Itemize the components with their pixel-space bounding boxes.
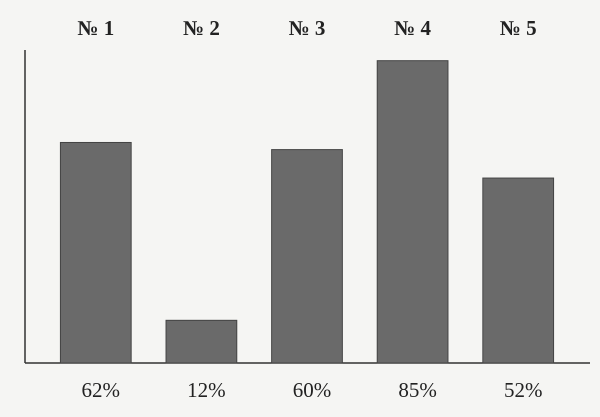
category-label: № 2: [183, 16, 220, 40]
bar: [271, 149, 343, 364]
value-label: 12%: [187, 378, 226, 402]
value-label: 52%: [504, 378, 543, 402]
value-label: 85%: [398, 378, 437, 402]
category-label: № 4: [394, 16, 431, 40]
bar: [165, 319, 238, 364]
category-label: № 1: [77, 16, 114, 40]
category-label: № 5: [500, 16, 537, 40]
value-label: 62%: [82, 378, 121, 402]
bar: [376, 60, 449, 364]
bar: [482, 177, 555, 364]
bar: [59, 141, 132, 364]
value-label: 60%: [293, 378, 332, 402]
category-label: № 3: [289, 16, 326, 40]
